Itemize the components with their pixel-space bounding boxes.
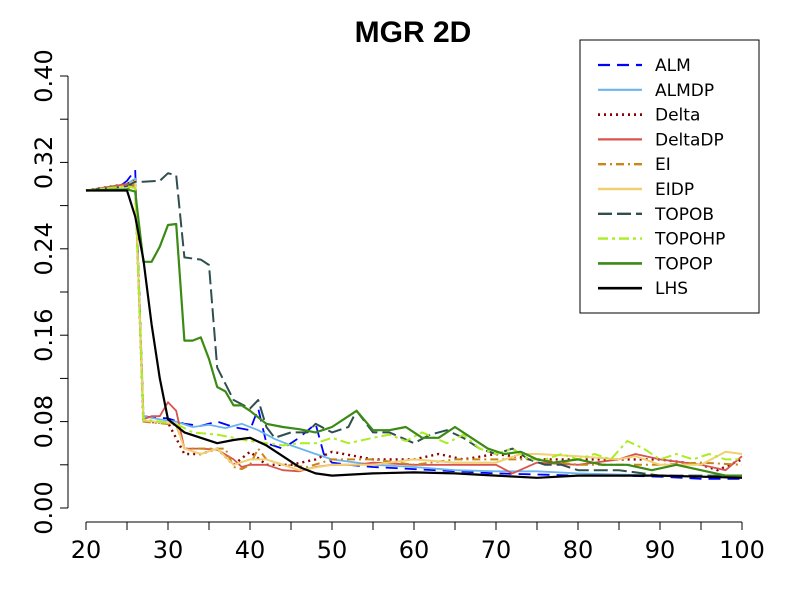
- plot-area: [85, 169, 743, 480]
- x-tick-label: 60: [399, 536, 430, 564]
- x-tick-label: 30: [153, 536, 184, 564]
- series-line-topop: [85, 188, 742, 477]
- legend-label-lhs: LHS: [655, 279, 688, 299]
- y-tick-label: 0.00: [30, 481, 58, 534]
- legend-label-delta: Delta: [655, 106, 700, 126]
- series-line-topob: [85, 172, 742, 477]
- legend-label-topob: TOPOB: [654, 205, 714, 225]
- x-tick-label: 20: [71, 536, 102, 564]
- y-tick-label: 0.32: [30, 136, 58, 189]
- chart-title: MGR 2D: [355, 16, 472, 49]
- y-tick-label: 0.24: [30, 222, 58, 275]
- y-tick-label: 0.40: [30, 49, 58, 102]
- x-tick-label: 70: [481, 536, 512, 564]
- x-tick-label: 40: [235, 536, 266, 564]
- series-line-lhs: [86, 189, 743, 479]
- series-line-deltadp: [85, 183, 743, 475]
- x-tick-label: 100: [719, 536, 765, 564]
- legend-label-topop: TOPOP: [654, 254, 713, 274]
- legend-label-almdp: ALMDP: [655, 81, 714, 101]
- legend: ALM ALMDP Delta DeltaDP EI EIDP TOPOB TOPOHP TOP…: [579, 39, 760, 314]
- legend-box: [579, 39, 760, 314]
- y-tick-label: 0.08: [30, 395, 58, 448]
- legend-label-deltadp: DeltaDP: [655, 130, 724, 150]
- y-tick-label: 0.16: [30, 308, 58, 361]
- x-tick-label: 50: [317, 536, 348, 564]
- legend-label-topohp: TOPOHP: [654, 230, 725, 250]
- series-line-eidp: [85, 179, 743, 472]
- x-tick-label: 80: [563, 536, 594, 564]
- axes: 20 30 40 50 60 70 80 90 100 0.00 0.08 0.16 0.24 0.32 0…: [30, 49, 765, 564]
- series-line-almdp: [85, 177, 742, 478]
- x-tick-label: 90: [645, 536, 676, 564]
- legend-label-eidp: EIDP: [655, 180, 694, 200]
- legend-label-alm: ALM: [655, 56, 691, 76]
- legend-label-ei: EI: [655, 155, 671, 175]
